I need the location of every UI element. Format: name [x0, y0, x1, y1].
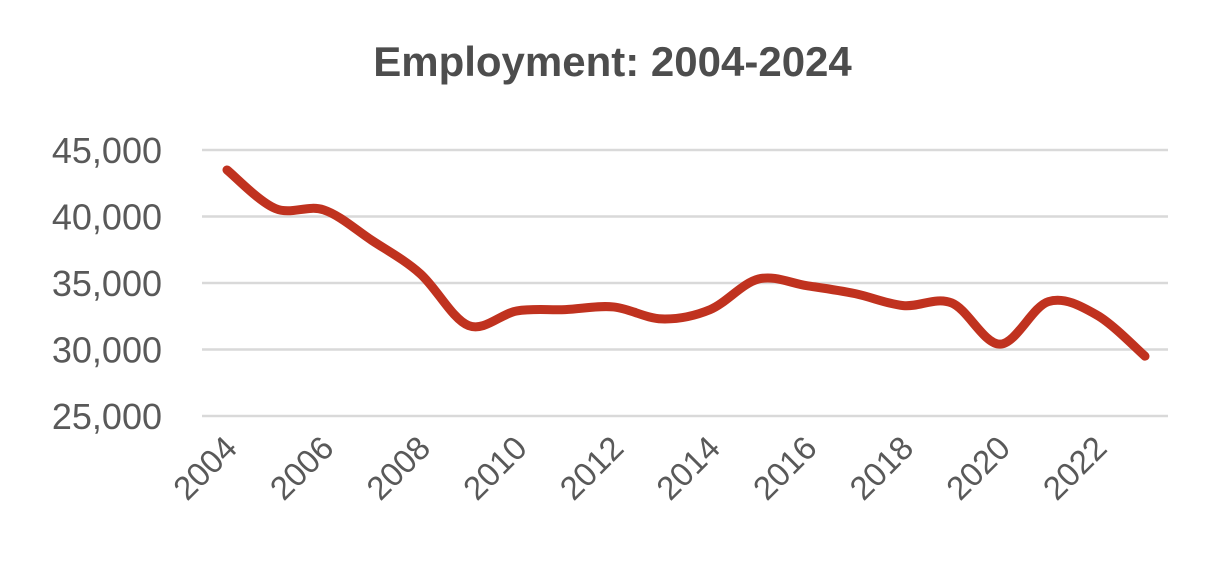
x-axis: 2004 2006 2008 2010 2012 2014 2016 2018 2020 2022	[166, 429, 1114, 507]
x-tick-label: 2004	[166, 429, 244, 507]
y-tick-label: 25,000	[52, 396, 162, 437]
x-tick-label: 2010	[456, 429, 534, 507]
x-tick-label: 2014	[649, 429, 727, 507]
y-tick-label: 30,000	[52, 330, 162, 371]
x-tick-label: 2008	[359, 429, 437, 507]
series-group	[222, 165, 1150, 361]
x-tick-label: 2016	[746, 429, 824, 507]
x-tick-label: 2006	[263, 429, 341, 507]
y-axis: 45,000 40,000 35,000 30,000 25,000	[52, 130, 162, 437]
y-tick-label: 35,000	[52, 263, 162, 304]
y-tick-label: 45,000	[52, 130, 162, 171]
x-tick-label: 2012	[552, 429, 630, 507]
series-line	[222, 165, 1150, 361]
y-tick-label: 40,000	[52, 197, 162, 238]
chart-title: Employment: 2004-2024	[373, 38, 852, 85]
x-tick-label: 2018	[842, 429, 920, 507]
x-tick-label: 2020	[939, 429, 1017, 507]
x-tick-label: 2022	[1036, 429, 1114, 507]
gridlines	[202, 148, 1168, 418]
